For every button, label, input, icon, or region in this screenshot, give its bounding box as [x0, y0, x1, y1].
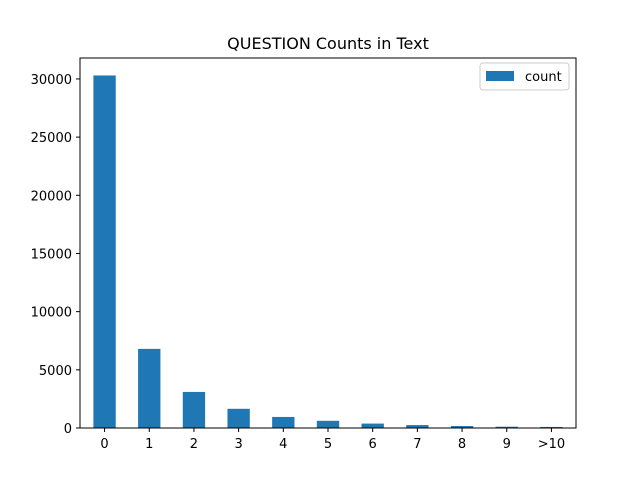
y-tick-label: 20000 [31, 189, 72, 204]
legend-box [479, 62, 570, 91]
y-tick-label: 15000 [31, 247, 72, 262]
bar [361, 423, 384, 428]
chart-title: QUESTION Counts in Text [227, 34, 429, 53]
bar [406, 425, 429, 428]
x-tick-label: 2 [190, 437, 198, 452]
x-tick-label: 1 [145, 437, 153, 452]
x-tick-label: 4 [279, 437, 287, 452]
x-axis: 0 1 2 3 4 5 6 7 8 9 >10 [100, 428, 565, 452]
x-tick-label: 0 [100, 437, 108, 452]
bar [450, 426, 474, 428]
x-tick-label: 8 [458, 437, 466, 452]
x-tick-label: >10 [538, 437, 565, 452]
bar-series [93, 75, 563, 429]
x-tick-label: 5 [324, 437, 332, 452]
y-tick-label: 5000 [39, 364, 72, 379]
bar [182, 391, 206, 428]
y-tick-label: 30000 [31, 73, 72, 88]
bar [272, 416, 295, 428]
legend: count [479, 62, 570, 91]
bar [227, 408, 250, 428]
bar [540, 426, 563, 428]
y-axis: 0 5000 10000 15000 20000 25000 30000 [31, 73, 80, 437]
y-tick-label: 10000 [31, 306, 72, 321]
bar [316, 420, 340, 428]
bar [495, 426, 518, 428]
x-tick-label: 9 [503, 437, 511, 452]
bar [93, 75, 116, 429]
x-tick-label: 7 [413, 437, 421, 452]
x-tick-label: 3 [234, 437, 242, 452]
bar [138, 348, 161, 428]
y-tick-label: 0 [64, 422, 72, 437]
x-tick-label: 6 [369, 437, 377, 452]
legend-swatch [486, 71, 514, 81]
y-tick-label: 25000 [31, 131, 72, 146]
legend-label: count [525, 70, 562, 85]
plot-frame [79, 57, 577, 429]
